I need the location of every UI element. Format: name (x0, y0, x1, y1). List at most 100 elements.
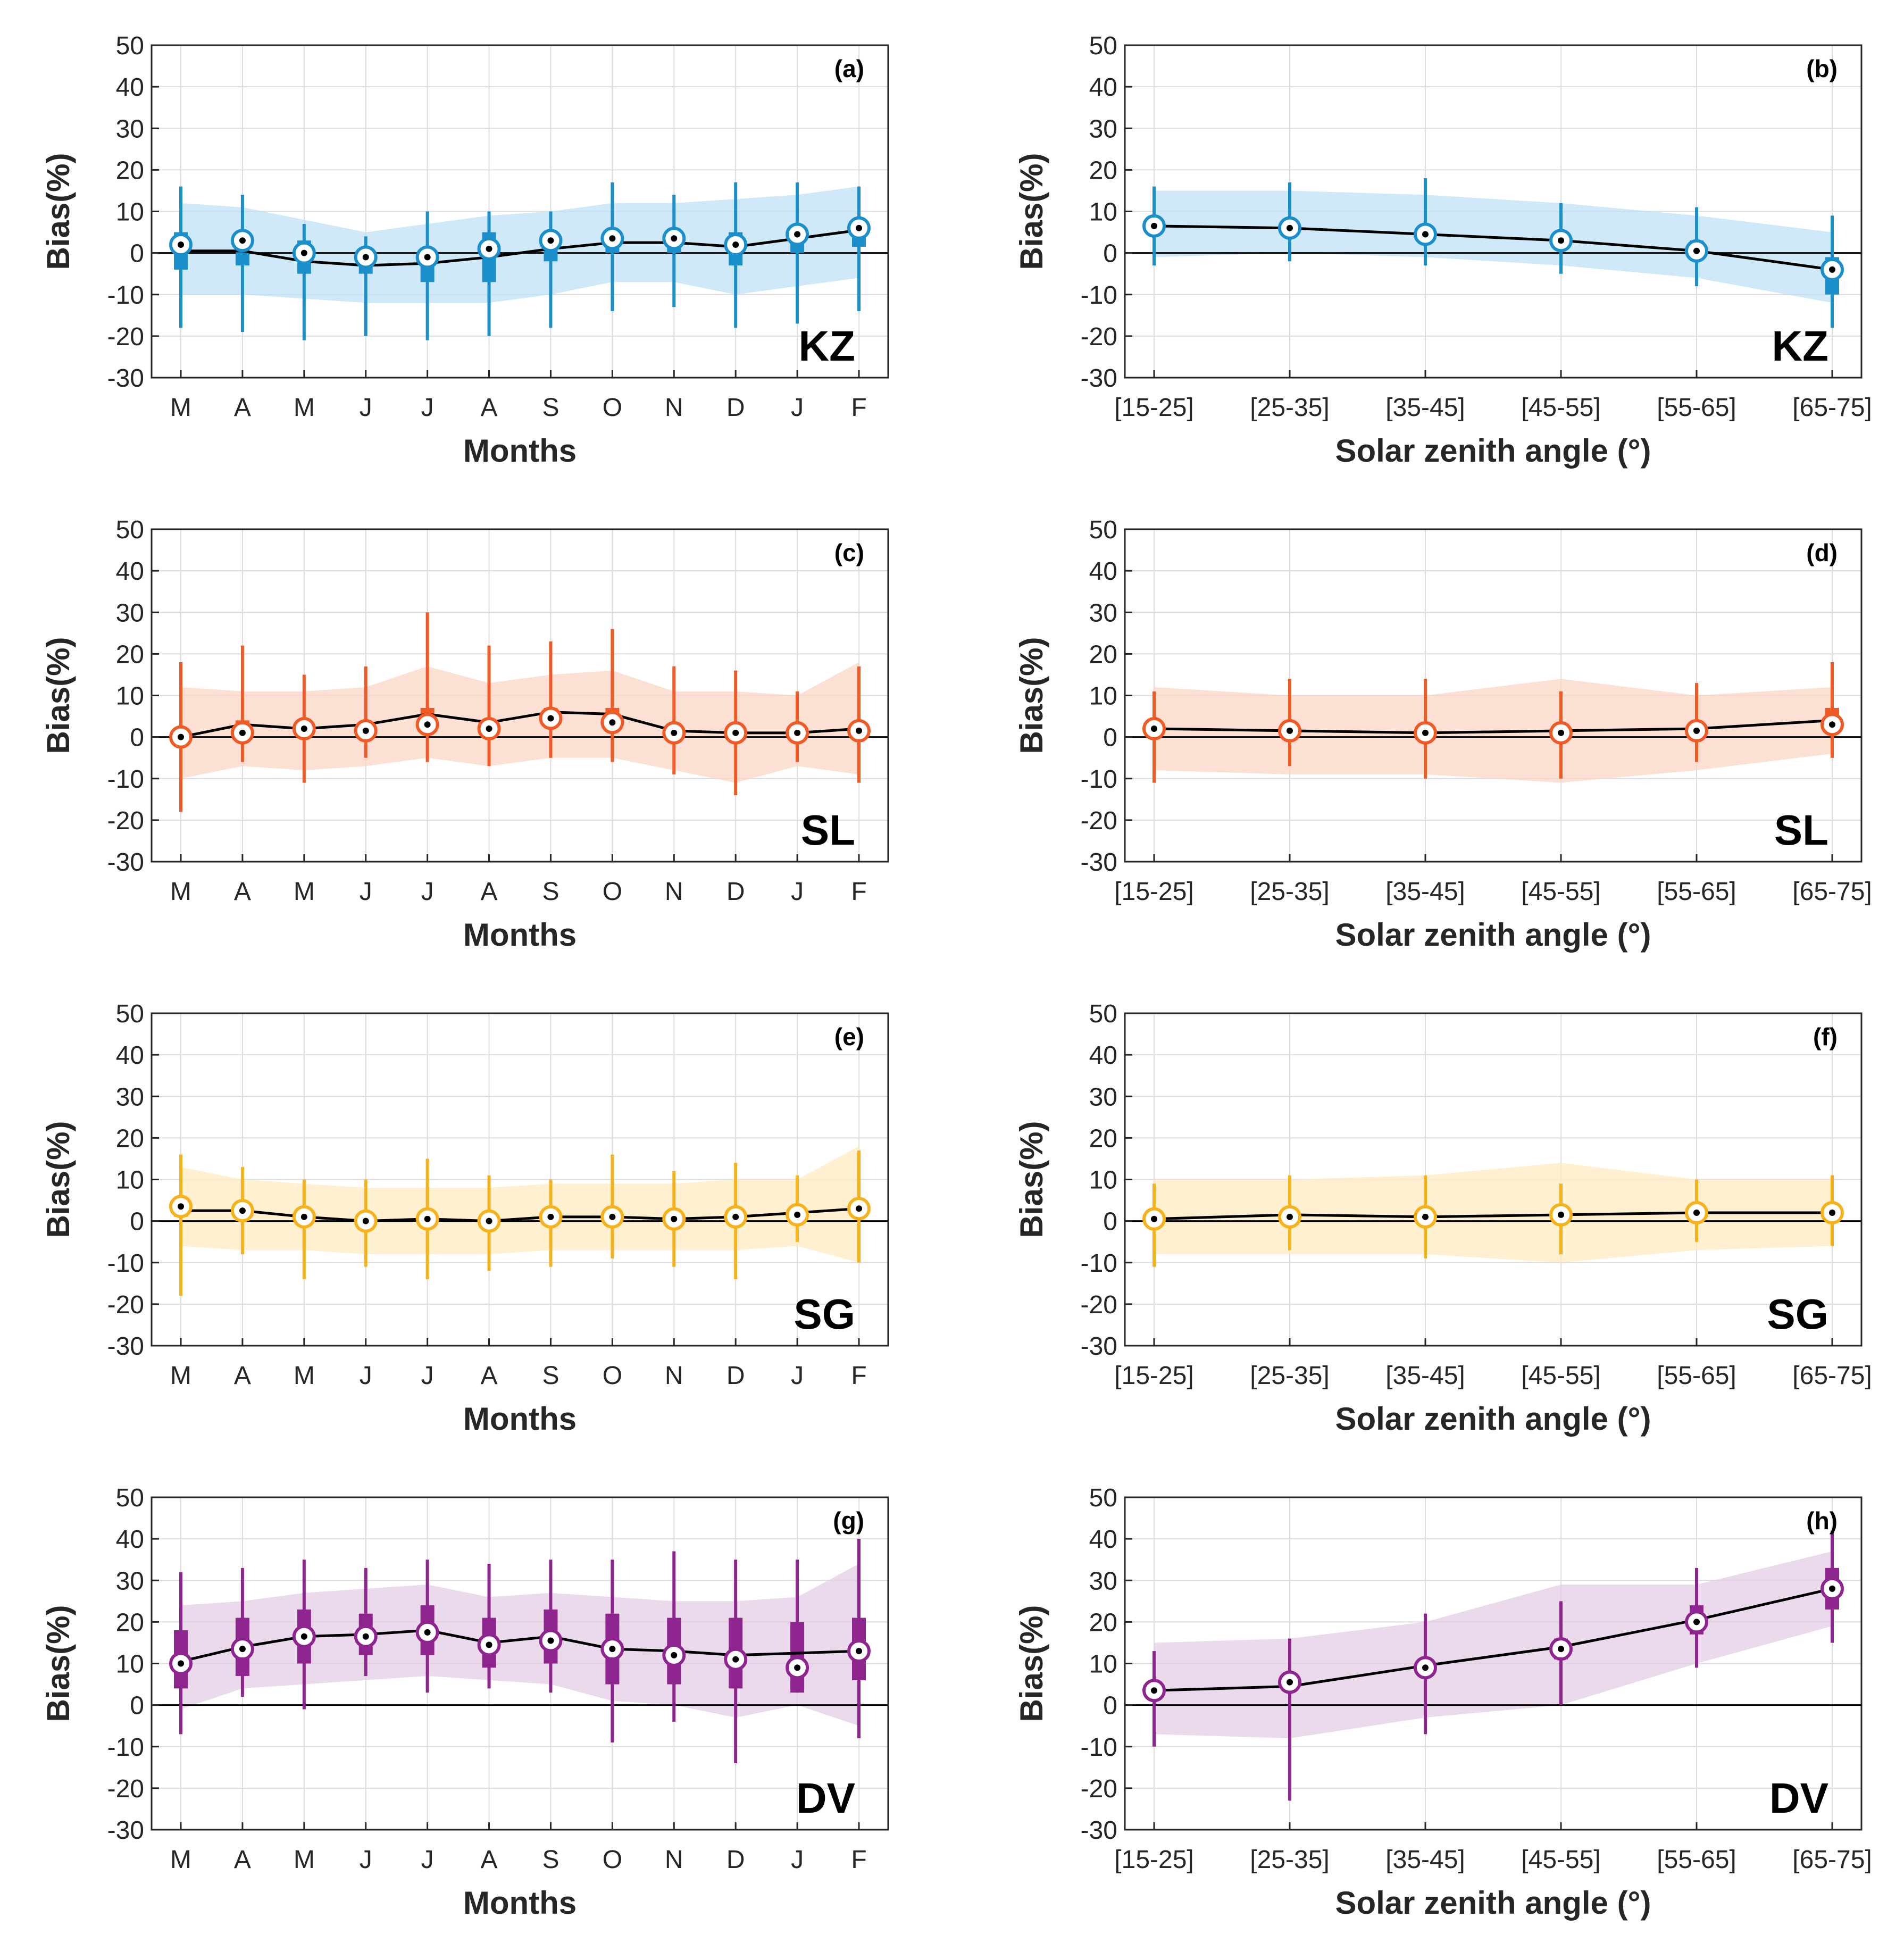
panel-b-ytick-label: 50 (1089, 32, 1117, 60)
panel-h-xtick-label: [25-35] (1250, 1846, 1329, 1874)
panel-e-ytick-label: 30 (116, 1083, 144, 1111)
panel-c-xtick-label: F (851, 878, 866, 906)
panel-e-xtick-label: A (234, 1362, 251, 1390)
panel-a-xtick-label: N (665, 394, 683, 422)
panel-g-xtick-label: M (294, 1846, 315, 1874)
panel-b-xtick-label: [55-65] (1657, 394, 1736, 422)
panel-c-median-dot (547, 715, 554, 722)
panel-g-median-dot (486, 1641, 492, 1648)
panel-c-ytick-label: -10 (107, 765, 144, 794)
panel-f-ytick-label: -20 (1081, 1291, 1117, 1319)
panel-d-ytick-label: 50 (1089, 516, 1117, 544)
panel-e-tag: (e) (834, 1023, 864, 1050)
panel-f-ytick-label: -10 (1081, 1249, 1117, 1278)
panel-f-xtick-label: [35-45] (1385, 1362, 1465, 1390)
panel-b-station-code: KZ (1772, 322, 1828, 370)
panel-f-ytick-label: 10 (1089, 1166, 1117, 1195)
panel-d-xtick-label: [55-65] (1657, 878, 1736, 906)
panel-a-ytick-label: -30 (107, 364, 144, 393)
panel-f-xtick-label: [15-25] (1114, 1362, 1193, 1390)
panel-a-ytick-label: 30 (116, 115, 144, 143)
panel-a-xtick-label: A (481, 394, 498, 422)
panel-e-xtick-label: F (851, 1362, 866, 1390)
panel-e-ytick-label: 20 (116, 1124, 144, 1153)
panel-c-xtick-label: M (170, 878, 191, 906)
panel-e-xtick-label: N (665, 1362, 683, 1390)
panel-a-station-code: KZ (798, 322, 855, 370)
panel-f-station-code: SG (1767, 1290, 1828, 1338)
panel-c-xtick-label: O (603, 878, 622, 906)
panel-d-ytick-label: -10 (1081, 765, 1117, 794)
panel-a-median-dot (856, 224, 862, 231)
panel-f-ytick-label: 20 (1089, 1124, 1117, 1153)
panel-f-mean-line (1154, 1211, 1832, 1221)
panel-g-xtick-label: J (360, 1846, 372, 1874)
panel-g-station-code: DV (796, 1774, 855, 1822)
panel-b-spread-band (1154, 190, 1832, 303)
panel-b-median-dot (1287, 224, 1293, 231)
panel-c-tag: (c) (834, 539, 864, 566)
panel-b-median-dot (1829, 266, 1835, 273)
panel-c-ytick-label: -30 (107, 848, 144, 877)
panel-e-ytick-label: 0 (130, 1208, 144, 1236)
panel-e-spread-band (181, 1146, 859, 1263)
panel-g-ytick-label: 10 (116, 1650, 144, 1679)
panel-a-median-dot (239, 237, 246, 244)
panel-b-xtick-label: [35-45] (1385, 394, 1465, 422)
panel-h-ytick-label: -10 (1081, 1733, 1117, 1762)
panel-b-ytick-label: 40 (1089, 73, 1117, 102)
panel-a-xlabel: Months (463, 433, 577, 469)
panel-g-xtick-label: A (234, 1846, 251, 1874)
panel-d-ytick-label: -30 (1081, 848, 1117, 877)
panel-f-tag: (f) (1813, 1023, 1838, 1050)
panel-c-median-dot (486, 726, 492, 732)
panel-g-median-dot (671, 1652, 678, 1658)
panel-g-xtick-label: N (665, 1846, 683, 1874)
panel-a-ytick-label: 0 (130, 240, 144, 268)
panel-e-median-dot (794, 1211, 801, 1218)
panel-b-ytick-label: -30 (1081, 364, 1117, 393)
panel-a-ytick-label: -20 (107, 323, 144, 351)
panel-f-ylabel: Bias(%) (1014, 1121, 1049, 1238)
panel-h-xtick-label: [35-45] (1385, 1846, 1465, 1874)
panel-a-xtick-label: D (726, 394, 745, 422)
panel-d-station-code: SL (1774, 806, 1828, 854)
panel-h-median-dot (1422, 1664, 1429, 1671)
panel-f-ytick-label: 50 (1089, 1000, 1117, 1028)
panel-b: 50 40 30 20 10 0 -10 -20 -30[15-25] [25-35] [35-45… (1014, 32, 1872, 469)
panel-a-xtick-label: A (234, 394, 251, 422)
panel-d-xtick-label: [15-25] (1114, 878, 1193, 906)
panel-e-median-dot (239, 1207, 246, 1214)
panel-e-median-dot (609, 1213, 616, 1220)
panel-b-median-dot (1151, 222, 1157, 229)
panel-d-ytick-label: 10 (1089, 682, 1117, 711)
panel-e-station-code: SG (794, 1290, 855, 1338)
panel-c-ylabel: Bias(%) (40, 637, 76, 754)
panel-g-xlabel: Months (463, 1885, 577, 1921)
panel-e-xtick-label: J (791, 1362, 804, 1390)
panel-b-median-dot (1422, 231, 1429, 238)
panel-c-xtick-label: J (791, 878, 804, 906)
panel-g-ytick-label: 40 (116, 1525, 144, 1554)
panel-h-tag: (h) (1806, 1507, 1838, 1535)
panel-d-xlabel: Solar zenith angle (°) (1335, 917, 1651, 953)
panel-d-xtick-label: [65-75] (1792, 878, 1872, 906)
panel-g-ytick-label: 20 (116, 1608, 144, 1637)
panel-d-median-dot (1422, 729, 1429, 736)
panel-f-ytick-label: -30 (1081, 1332, 1117, 1361)
panel-g-median-dot (300, 1633, 307, 1640)
panel-d-xtick-label: [45-55] (1521, 878, 1600, 906)
panel-d-ytick-label: 0 (1103, 724, 1117, 752)
panel-h-ytick-label: 50 (1089, 1484, 1117, 1512)
panel-c-xtick-label: D (726, 878, 745, 906)
panel-h-xtick-label: [55-65] (1657, 1846, 1736, 1874)
panel-b-xtick-label: [65-75] (1792, 394, 1872, 422)
panel-f-ytick-label: 0 (1103, 1208, 1117, 1236)
panel-c-spread-band (181, 662, 859, 783)
panel-h-ytick-label: 10 (1089, 1650, 1117, 1679)
panel-h-spread-band (1154, 1551, 1832, 1739)
panel-c-median-dot (178, 733, 184, 740)
panel-g-ytick-label: -30 (107, 1816, 144, 1845)
panel-h-median-dot (1558, 1646, 1564, 1653)
panel-g-median-dot (794, 1664, 801, 1671)
